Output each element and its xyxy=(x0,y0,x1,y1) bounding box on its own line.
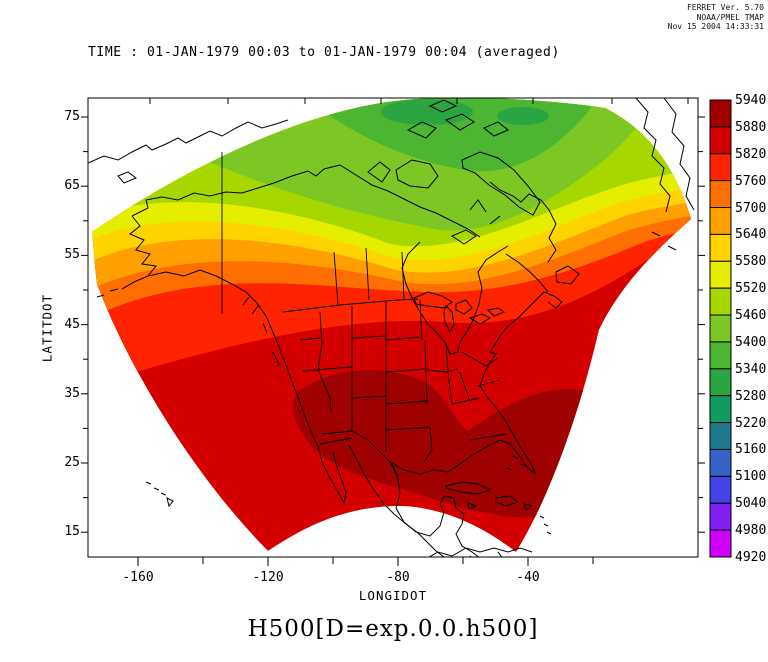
colorbar-label: 5220 xyxy=(735,416,766,431)
colorbar-label: 5940 xyxy=(735,93,766,108)
colorbar-label: 5400 xyxy=(735,335,766,350)
colorbar-label: 5640 xyxy=(735,227,766,242)
colorbar-label: 4920 xyxy=(735,550,766,565)
colorbar-segment xyxy=(710,208,731,235)
colorbar-segment xyxy=(710,154,731,181)
contour-band-5280 xyxy=(381,99,473,125)
hawaii-islands xyxy=(146,482,173,506)
colorbar-label: 5040 xyxy=(735,496,766,511)
x-tick-label: -160 xyxy=(112,570,164,585)
colorbar-segment xyxy=(710,100,731,127)
y-tick-label: 15 xyxy=(46,524,80,539)
colorbar-label: 5820 xyxy=(735,147,766,162)
colorbar-segment xyxy=(710,342,731,369)
colorbar-segment xyxy=(710,315,731,342)
x-tick-label: -40 xyxy=(502,570,554,585)
colorbar-label: 5520 xyxy=(735,281,766,296)
y-tick-label: 35 xyxy=(46,386,80,401)
colorbar-segment xyxy=(710,234,731,261)
colorbar-segment xyxy=(710,530,731,557)
colorbar-segment xyxy=(710,476,731,503)
colorbar-label: 5580 xyxy=(735,254,766,269)
colorbar-label: 5700 xyxy=(735,201,766,216)
colorbar-label: 5340 xyxy=(735,362,766,377)
colorbar-segment xyxy=(710,503,731,530)
y-tick-label: 75 xyxy=(46,109,80,124)
colorbar-label: 5760 xyxy=(735,174,766,189)
colorbar-label: 5160 xyxy=(735,442,766,457)
y-tick-label: 65 xyxy=(46,178,80,193)
colorbar-segment xyxy=(710,288,731,315)
y-tick-label: 55 xyxy=(46,247,80,262)
colorbar-segment xyxy=(710,261,731,288)
colorbar-label: 5460 xyxy=(735,308,766,323)
colorbar-label: 5100 xyxy=(735,469,766,484)
y-tick-label: 25 xyxy=(46,455,80,470)
colorbar-segment xyxy=(710,449,731,476)
colorbar-segment xyxy=(710,181,731,208)
colorbar-segment xyxy=(710,396,731,423)
colorbar xyxy=(710,100,731,557)
colorbar-segment xyxy=(710,423,731,450)
ferret-plot-canvas: FERRET Ver. 5.70 NOAA/PMEL TMAP Nov 15 2… xyxy=(0,0,768,662)
colorbar-segment xyxy=(710,127,731,154)
colorbar-label: 5280 xyxy=(735,389,766,404)
colorbar-label: 4980 xyxy=(735,523,766,538)
colorbar-label: 5880 xyxy=(735,120,766,135)
y-tick-label: 45 xyxy=(46,317,80,332)
colorbar-segment xyxy=(710,369,731,396)
map-plot xyxy=(0,0,768,662)
x-tick-label: -80 xyxy=(372,570,424,585)
contour-band-5280b xyxy=(497,107,549,125)
x-tick-label: -120 xyxy=(242,570,294,585)
